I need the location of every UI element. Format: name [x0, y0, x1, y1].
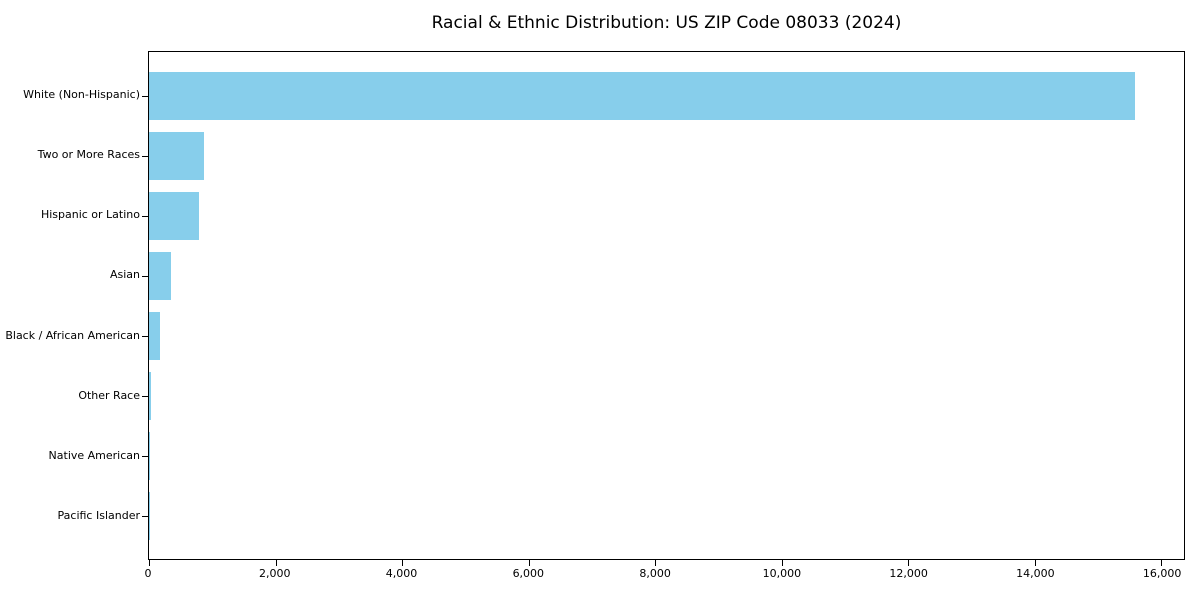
x-axis-label: 8,000: [639, 567, 671, 580]
x-tick: [1161, 560, 1163, 566]
x-tick: [149, 560, 150, 566]
x-axis-label: 10,000: [762, 567, 802, 580]
y-tick: [142, 95, 148, 97]
bar: [149, 131, 205, 180]
y-tick: [142, 275, 148, 277]
x-tick: [275, 560, 277, 566]
bar: [149, 311, 160, 360]
y-axis-label: Pacific Islander: [57, 509, 140, 523]
y-tick: [142, 395, 148, 397]
x-axis-label: 2,000: [259, 567, 291, 580]
y-axis-label: Two or More Races: [37, 147, 140, 161]
y-axis-label: Asian: [109, 268, 140, 282]
bar: [149, 371, 151, 420]
x-tick: [402, 560, 404, 566]
y-axis-label: White (Non-Hispanic): [23, 87, 140, 101]
plot-area: [142, 51, 1185, 566]
bar: [149, 191, 200, 240]
y-axis-label: Black / African American: [5, 328, 140, 342]
bar: [149, 71, 1136, 120]
y-axis-label: Other Race: [78, 388, 140, 402]
x-tick: [908, 560, 910, 566]
x-axis-label: 4,000: [385, 567, 418, 580]
y-tick: [142, 455, 148, 457]
x-axis-label: 16,000: [1142, 567, 1182, 580]
x-axis-label: 6,000: [512, 567, 545, 580]
chart-title: Racial & Ethnic Distribution: US ZIP Cod…: [431, 13, 902, 33]
x-tick: [781, 560, 783, 566]
bar: [149, 251, 171, 300]
y-tick: [142, 155, 148, 157]
y-tick: [142, 215, 148, 217]
y-axis-labels: White (Non-Hispanic) Two or More Races His…: [0, 51, 140, 560]
x-tick: [655, 560, 657, 566]
y-axis-label: Native American: [48, 449, 140, 463]
x-axis-label: 14,000: [1016, 567, 1055, 580]
x-axis-label: 12,000: [889, 567, 928, 580]
x-tick: [1034, 560, 1036, 566]
x-tick: [528, 560, 530, 566]
x-axis-labels: 0 2,000 4,000 6,000 8,000 10,000 12,000 14,000 1…: [144, 567, 1185, 583]
x-axis-label: 0: [144, 567, 152, 580]
y-tick: [142, 335, 148, 337]
y-axis-label: Hispanic or Latino: [40, 208, 140, 222]
y-tick: [142, 515, 148, 517]
